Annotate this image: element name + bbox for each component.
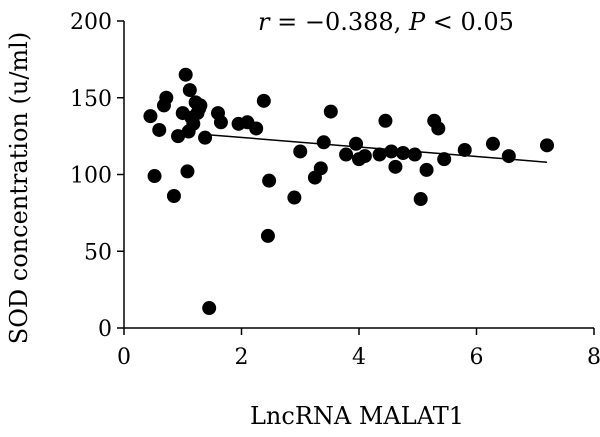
data-point xyxy=(213,115,228,130)
data-point xyxy=(182,83,197,98)
data-point xyxy=(262,173,277,188)
data-point xyxy=(143,109,158,124)
data-point xyxy=(457,142,472,157)
x-axis: 0 2 4 6 8 xyxy=(117,327,600,370)
data-point xyxy=(384,144,399,159)
y-tick-label: 150 xyxy=(70,87,112,112)
data-point xyxy=(198,130,213,145)
y-axis-title: SOD concentration (u/ml) xyxy=(5,32,33,344)
data-point xyxy=(180,164,195,179)
x-tick-label: 2 xyxy=(235,345,249,370)
x-tick-label: 8 xyxy=(587,345,600,370)
x-tick-label: 4 xyxy=(352,345,366,370)
p-value: < 0.05 xyxy=(425,8,514,36)
data-point xyxy=(293,144,308,159)
data-points xyxy=(143,67,554,316)
data-point xyxy=(249,121,264,136)
data-point xyxy=(193,98,208,113)
data-point xyxy=(171,129,186,144)
data-point xyxy=(407,147,422,162)
data-point xyxy=(178,67,193,82)
data-point xyxy=(372,147,387,162)
data-point xyxy=(316,135,331,150)
data-point xyxy=(413,192,428,207)
y-tick-label: 50 xyxy=(84,240,112,265)
y-axis: 0 50 100 150 200 xyxy=(70,10,125,342)
data-point xyxy=(166,188,181,203)
data-point xyxy=(202,301,217,316)
y-tick-label: 200 xyxy=(70,10,112,35)
data-point xyxy=(396,146,411,161)
p-label: P xyxy=(408,8,426,36)
data-point xyxy=(419,162,434,177)
data-point xyxy=(349,136,364,151)
data-point xyxy=(256,93,271,108)
x-axis-title: LncRNA MALAT1 xyxy=(250,402,464,430)
r-value: = −0.388, xyxy=(269,8,408,36)
data-point xyxy=(378,113,393,128)
x-tick-label: 0 xyxy=(117,345,131,370)
correlation-annotation: r = −0.388, P < 0.05 xyxy=(258,8,514,36)
data-point xyxy=(540,138,554,153)
data-point xyxy=(437,152,452,167)
data-point xyxy=(501,149,516,164)
data-point xyxy=(323,104,338,119)
y-tick-label: 100 xyxy=(70,164,112,189)
data-point xyxy=(152,122,167,137)
data-point xyxy=(388,159,403,174)
data-point xyxy=(485,136,500,151)
regression-line xyxy=(206,133,548,163)
data-point xyxy=(313,161,328,176)
data-point xyxy=(260,228,275,243)
data-point xyxy=(186,116,201,131)
data-point xyxy=(357,149,372,164)
data-point xyxy=(287,190,302,205)
y-tick-label: 0 xyxy=(98,317,112,342)
r-label: r xyxy=(258,8,271,36)
data-point xyxy=(147,169,162,184)
x-tick-label: 6 xyxy=(470,345,484,370)
data-point xyxy=(431,121,446,136)
data-point xyxy=(339,147,354,162)
data-point xyxy=(159,90,174,105)
